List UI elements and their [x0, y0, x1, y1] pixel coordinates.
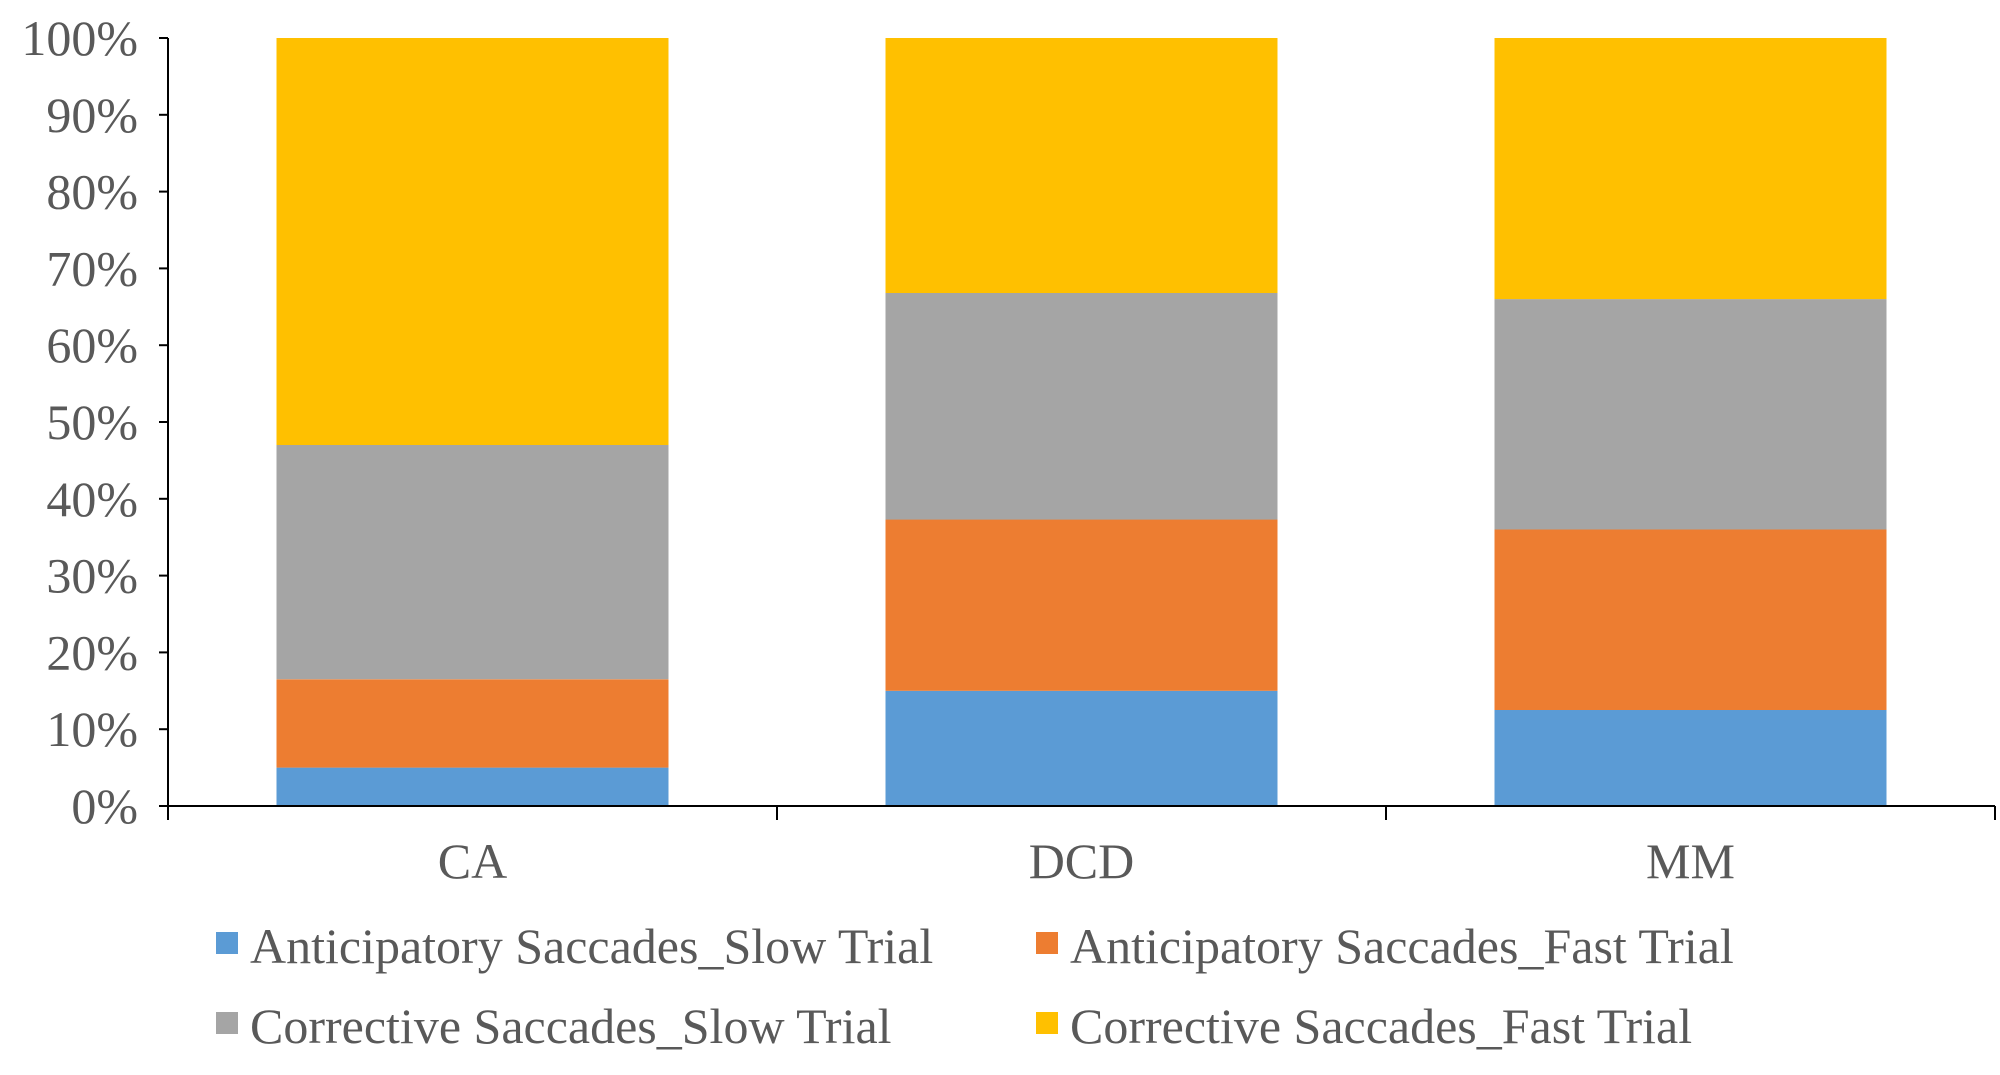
bar-segment-dcd-1 [885, 690, 1278, 806]
bar-segment-ca-1 [276, 767, 669, 806]
y-tick-label: 50% [46, 394, 138, 450]
legend-swatch [1036, 932, 1058, 954]
legend-label: Anticipatory Saccades_Slow Trial [250, 918, 933, 974]
x-category-label: DCD [1029, 833, 1135, 889]
bar-segment-dcd-4 [885, 38, 1278, 293]
y-tick-label: 90% [46, 87, 138, 143]
legend-label: Corrective Saccades_Fast Trial [1070, 998, 1692, 1054]
y-tick-label: 100% [21, 10, 138, 66]
bar-segment-mm-1 [1494, 710, 1887, 806]
y-tick-label: 0% [71, 778, 138, 834]
legend-item: Corrective Saccades_Fast Trial [1036, 998, 1692, 1054]
bar-segment-ca-3 [276, 445, 669, 680]
y-axis: 0% 10% 20% 30% 40% 50% 60% 70% 80% 90% 100% [21, 10, 169, 834]
legend: Anticipatory Saccades_Slow Trial Anticipa… [216, 918, 1734, 1054]
legend-swatch [216, 932, 238, 954]
y-tick-label: 20% [46, 624, 138, 680]
x-category-label: MM [1646, 833, 1735, 889]
bar-segment-ca-4 [276, 38, 669, 445]
bar-segment-mm-3 [1494, 299, 1887, 530]
x-axis: CA DCD MM [167, 805, 1996, 889]
y-tick-label: 10% [46, 701, 138, 757]
legend-label: Corrective Saccades_Slow Trial [250, 998, 892, 1054]
bar-segment-mm-4 [1494, 38, 1887, 300]
y-tick-label: 80% [46, 164, 138, 220]
y-tick-label: 30% [46, 548, 138, 604]
legend-swatch [1036, 1012, 1058, 1034]
legend-label: Anticipatory Saccades_Fast Trial [1070, 918, 1734, 974]
bar-segment-mm-2 [1494, 529, 1887, 710]
bar-segment-ca-2 [276, 679, 669, 768]
plot-area [276, 38, 1887, 806]
legend-item: Corrective Saccades_Slow Trial [216, 998, 892, 1054]
y-tick-label: 40% [46, 471, 138, 527]
bar-segment-dcd-2 [885, 519, 1278, 691]
legend-swatch [216, 1012, 238, 1034]
bar-segment-dcd-3 [885, 293, 1278, 520]
y-tick-label: 70% [46, 240, 138, 296]
legend-item: Anticipatory Saccades_Slow Trial [216, 918, 933, 974]
y-tick-label: 60% [46, 317, 138, 373]
x-category-label: CA [438, 833, 507, 889]
legend-item: Anticipatory Saccades_Fast Trial [1036, 918, 1734, 974]
